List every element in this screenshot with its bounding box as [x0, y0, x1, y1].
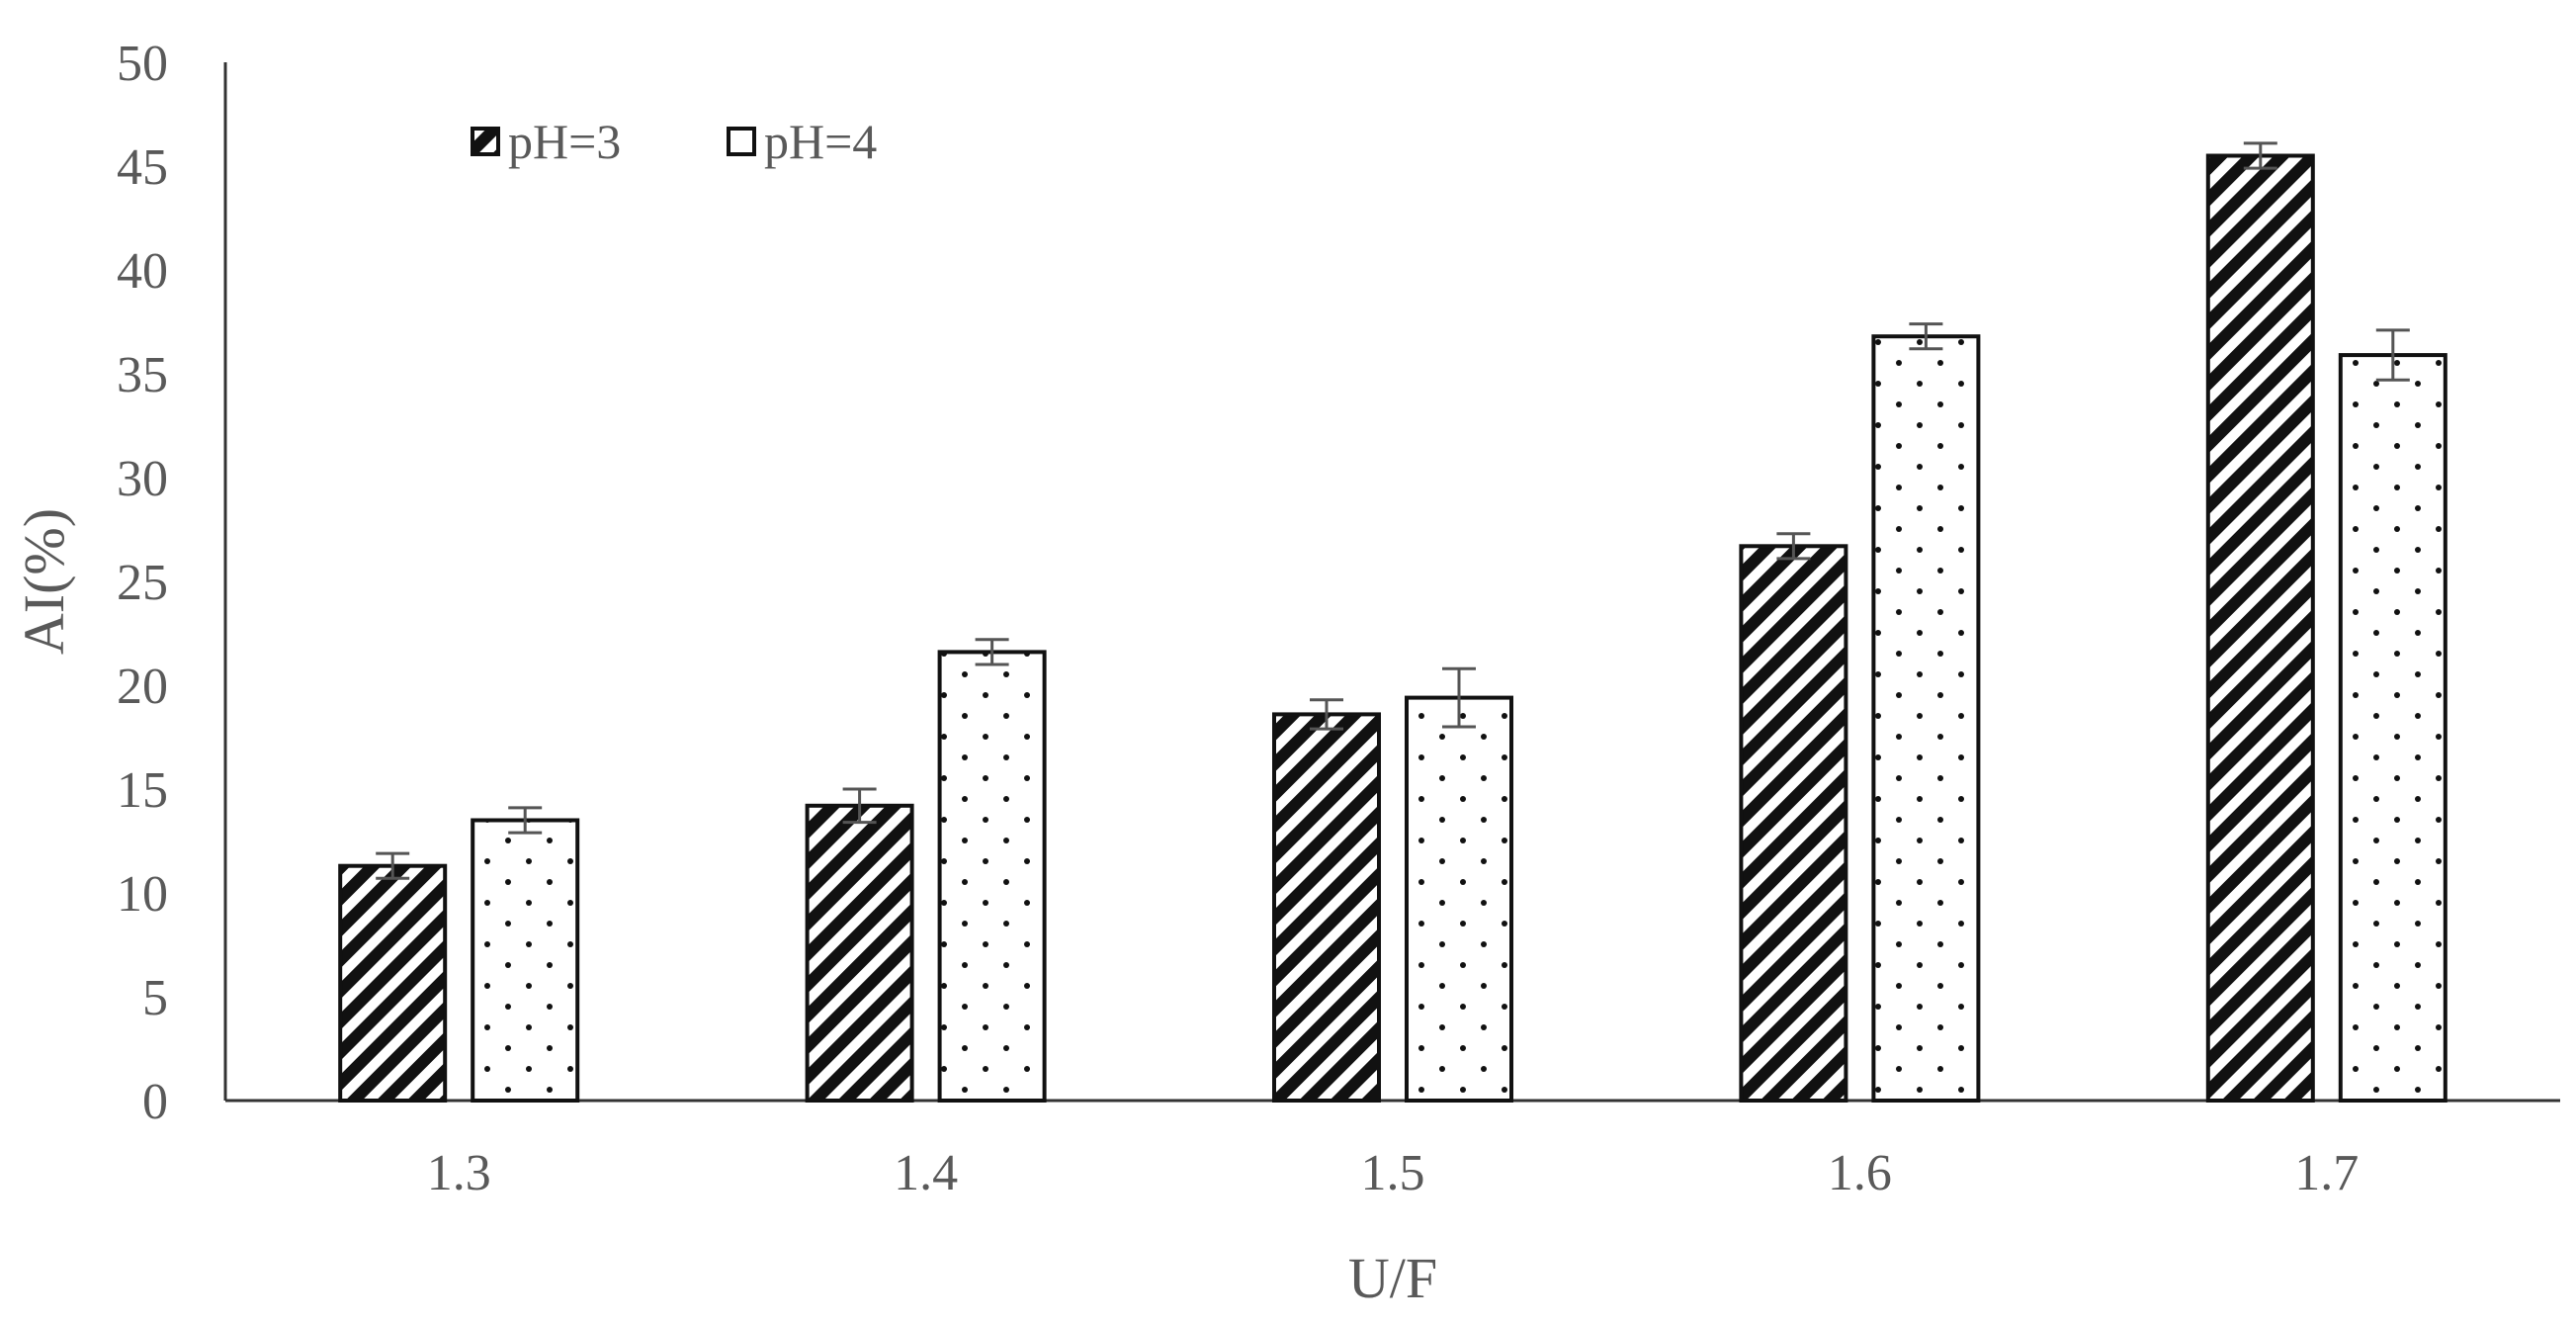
- legend-label-ph4: pH=4: [764, 114, 877, 169]
- y-tick-label: 35: [117, 347, 168, 403]
- y-tick-label: 0: [142, 1074, 168, 1130]
- y-tick-label: 30: [117, 451, 168, 507]
- x-tick-label: 1.6: [1828, 1145, 1892, 1201]
- x-tick-label: 1.4: [894, 1145, 958, 1201]
- bar-ph3: [1272, 712, 1381, 1104]
- y-tick-label: 50: [117, 36, 168, 92]
- error-bars-group: [376, 141, 2410, 880]
- bar-ph3: [338, 863, 448, 1104]
- x-tick-label: 1.3: [427, 1145, 491, 1201]
- x-axis-title: U/F: [1348, 1246, 1437, 1310]
- y-tick-label: 15: [117, 762, 168, 819]
- bar-ph4: [1871, 334, 1981, 1103]
- y-tick-label: 5: [142, 970, 168, 1026]
- bar-ph4: [2338, 353, 2447, 1104]
- x-axis: 1.3 1.4 1.5 1.6 1.7: [225, 1099, 2560, 1201]
- legend: pH=3 pH=4: [471, 114, 877, 169]
- bar-ph4: [937, 650, 1047, 1104]
- legend-swatch-ph3: [471, 127, 500, 156]
- bar-ph3: [805, 803, 914, 1103]
- y-axis-title: AI(%): [12, 508, 76, 655]
- bar-ph4: [1405, 695, 1513, 1103]
- y-tick-label: 45: [117, 139, 168, 196]
- legend-swatch-ph4: [727, 127, 756, 156]
- x-tick-label: 1.5: [1361, 1145, 1425, 1201]
- bar-ph3: [1739, 544, 1848, 1103]
- bar-ph4: [471, 818, 580, 1103]
- legend-label-ph3: pH=3: [508, 114, 621, 169]
- x-tick-label: 1.7: [2294, 1145, 2359, 1201]
- bars-group: [338, 153, 2447, 1104]
- bar-ph3: [2205, 153, 2315, 1103]
- y-tick-label: 10: [117, 866, 168, 923]
- y-axis: 0 5 10 15 20 25 30 35 40 45 50: [117, 36, 227, 1130]
- y-tick-label: 20: [117, 659, 168, 715]
- y-tick-label: 40: [117, 243, 168, 300]
- y-tick-label: 25: [117, 555, 168, 611]
